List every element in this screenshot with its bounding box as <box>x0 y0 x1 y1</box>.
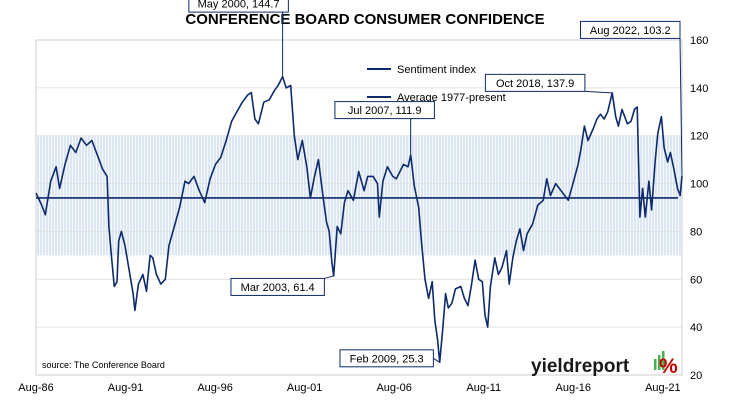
annotation-box <box>339 349 434 368</box>
yieldreport-logo: yieldreport % <box>531 351 678 378</box>
annotation-label: Aug 2022, 103.2 <box>590 25 671 37</box>
x-tick-label: Aug-01 <box>287 382 322 394</box>
sentiment-series-line <box>35 75 683 364</box>
x-tick-label: Aug-91 <box>108 382 143 394</box>
x-tick-label: Aug-06 <box>376 382 411 394</box>
annotation-label: May 2000, 144.7 <box>198 0 280 11</box>
y-tick-label: 140 <box>690 83 708 95</box>
x-tick-label: Aug-11 <box>466 382 501 394</box>
legend-label-average: Average 1977-present <box>397 92 506 104</box>
y-tick-label: 20 <box>690 370 702 382</box>
plot-frame <box>35 39 683 376</box>
annotation-box <box>230 277 325 296</box>
annotation-leader <box>324 275 334 279</box>
x-tick-label: Aug-86 <box>18 382 53 394</box>
brand-bars-icon <box>654 351 665 370</box>
brand-wordmark: yieldreport <box>531 356 630 377</box>
brand-percent-icon: % <box>659 355 678 378</box>
annotation-box <box>188 0 289 13</box>
annotation-leader <box>433 357 440 363</box>
y-axis: 20 40 60 80 100 120 140 160 <box>690 35 708 382</box>
annotation-box <box>580 20 681 39</box>
annotation-label: Jul 2007, 111.9 <box>348 105 422 117</box>
source-note: source: The Conference Board <box>42 360 165 370</box>
annotation-leader <box>584 90 613 94</box>
legend: Sentiment index Average 1977-present <box>367 64 506 104</box>
annotations: May 2000, 144.7 Mar 2003, 61.4 Jul 2007, 1… <box>188 0 683 368</box>
y-tick-label: 120 <box>690 131 708 143</box>
average-band <box>37 135 681 256</box>
x-tick-label: Aug-16 <box>556 382 591 394</box>
x-axis: Aug-86 Aug-91 Aug-96 Aug-01 Aug-06 Aug-11 Aug-… <box>18 382 680 394</box>
annotation-label: Mar 2003, 61.4 <box>241 282 315 294</box>
chart-title: CONFERENCE BOARD CONSUMER CONFIDENCE <box>185 11 544 28</box>
y-tick-label: 160 <box>690 35 708 47</box>
y-tick-label: 60 <box>690 274 702 286</box>
annotation-box <box>334 101 435 120</box>
y-tick-label: 40 <box>690 322 702 334</box>
y-tick-label: 80 <box>690 226 702 238</box>
x-tick-label: Aug-96 <box>197 382 232 394</box>
annotation-label: Oct 2018, 137.9 <box>496 78 574 90</box>
legend-label-sentiment: Sentiment index <box>397 64 476 76</box>
annotation-leader <box>679 38 683 176</box>
annotation-label: Feb 2009, 25.3 <box>350 353 424 365</box>
x-tick-label: Aug-21 <box>645 382 680 394</box>
annotation-box <box>484 73 586 92</box>
y-tick-label: 100 <box>690 179 708 191</box>
